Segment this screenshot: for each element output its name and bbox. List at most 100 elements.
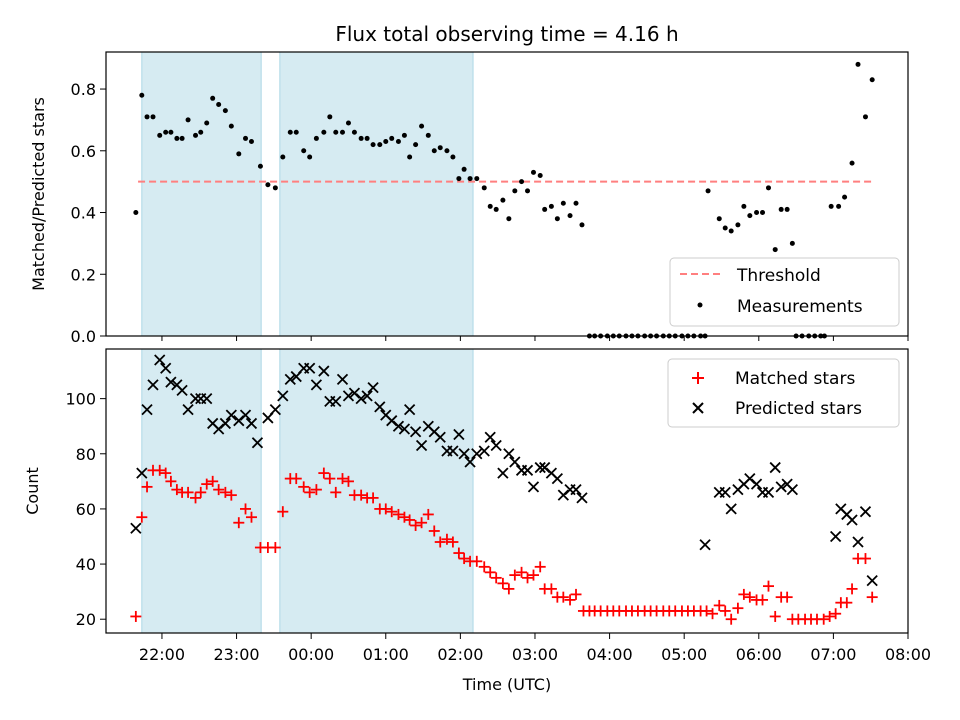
matched-star-point [564,594,576,606]
predicted-star-point [374,401,386,413]
shaded-interval-1 [141,51,262,337]
matched-star-point [762,580,774,592]
measurement-point [327,114,333,120]
measurement-point [855,61,861,67]
predicted-star-point [165,376,177,388]
y-tick-label: 0.2 [71,265,96,284]
predicted-star-point [355,392,367,405]
predicted-star-point [361,390,373,402]
top-legend-box [669,257,900,327]
cross-b [415,439,428,452]
measurement-point [248,139,254,145]
predicted-star-point [497,467,509,479]
cross-b [769,461,781,474]
cross-b [304,362,316,374]
cross-b [866,574,878,587]
cross-b [284,373,296,385]
predicted-star-point [415,439,428,452]
top-axes: Flux total observing time = 4.16 h 0.00.… [29,22,909,346]
y-tick-label: 80 [76,445,96,464]
matched-star-point [136,511,148,523]
cross-b [829,530,842,543]
matched-star-point [240,503,252,515]
predicted-star-point [447,445,459,457]
matched-star-point [503,583,515,595]
cross-b [434,431,446,443]
cross-b [471,448,483,460]
predicted-star-point [769,461,781,474]
cross-b [239,409,252,421]
matched-star-point [290,473,302,485]
bottom-y-axis-label: Count [23,467,42,515]
cross-b [310,379,323,391]
measurement-point [293,129,299,135]
cross-b [201,392,213,405]
measurement-point [789,240,795,246]
predicted-star-point [318,365,330,377]
cross-b [165,376,177,388]
measurement-point [383,139,389,145]
matched-star-point [422,508,434,520]
measurement-point [370,142,376,148]
x-tick-label: 07:00 [810,645,856,664]
measurement-point [828,203,834,209]
matched-star-point [522,572,534,584]
cross-b [781,478,793,490]
measurement-point [493,206,499,212]
predicted-star-point [182,404,194,416]
predicted-star-point [464,456,476,468]
measurement-point [425,132,431,138]
predicted-star-point [434,431,446,443]
matched-star-point [342,475,354,487]
measurement-point [512,188,518,194]
measurement-point [519,179,525,185]
measurement-point [139,92,145,98]
measurement-point [525,188,531,194]
x-tick-label: 06:00 [736,645,782,664]
predicted-star-point [576,492,588,504]
top-shaded-regions [141,51,474,337]
measurement-point [487,203,493,209]
cross-b [355,392,367,405]
measurement-point [144,114,150,120]
top-axes-frame [105,51,909,337]
cross-b [719,486,731,499]
measurement-point [280,154,286,160]
measurement-point [163,129,169,135]
cross-b [277,390,289,402]
predicted-star-point [147,379,159,391]
cross-b [207,417,219,430]
threshold-legend-label: Threshold [736,266,821,286]
measurement-point [236,151,242,157]
cross-b [386,415,398,427]
matched-star-point [201,478,213,490]
cross-b [846,514,858,526]
matched-star-point [298,481,310,493]
cross-b [251,437,264,449]
cross-b [497,467,509,479]
y-tick-label: 60 [76,500,96,519]
matched-star-point [545,583,557,595]
predicted-star-point [269,404,281,416]
x-tick-label: 05:00 [661,645,707,664]
measurement-point [537,172,543,178]
cross-b [189,392,202,405]
x-tick-label: 22:00 [139,645,185,664]
top-y-ticks: 0.0 0.2 0.4 0.6 0.8 [71,80,106,346]
x-tick-label: 08:00 [885,645,931,664]
measurement-point [321,129,327,135]
cross-b [367,381,379,394]
matched-star-point [824,610,836,622]
cross-b [361,390,373,402]
matched-star-point [478,561,490,573]
cross-b [348,387,361,399]
cross-b [576,492,588,504]
measurement-point [257,163,263,169]
matched-star-point [570,588,582,600]
y-tick-label: 40 [76,555,96,574]
predicted-star-point [471,448,483,460]
matched-star-point [190,492,202,504]
cross-b [786,483,798,496]
matched-star-point [355,489,367,501]
